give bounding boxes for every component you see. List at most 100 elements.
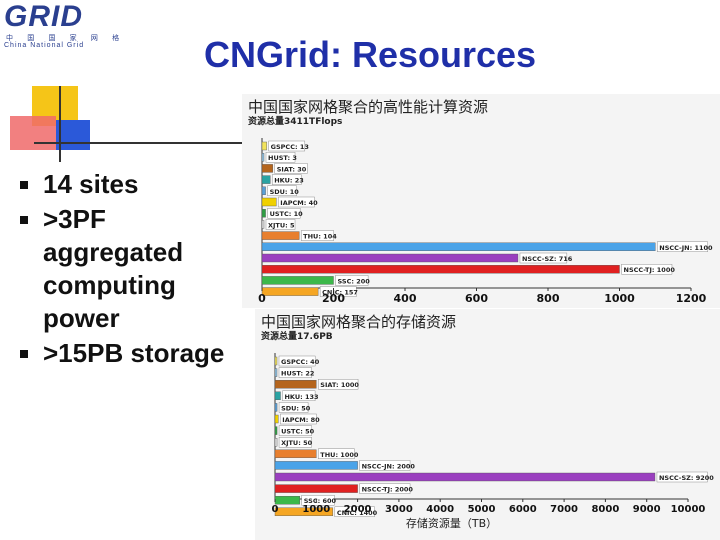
data-label: CNIC: 157 bbox=[322, 289, 358, 297]
data-label: NSCC-TJ: 1000 bbox=[624, 266, 676, 274]
bar-thu bbox=[261, 231, 300, 240]
x-tick-label: 200 bbox=[322, 292, 345, 305]
bar-sdu bbox=[274, 403, 278, 412]
data-label-box bbox=[657, 241, 708, 253]
x-tick-label: 0 bbox=[272, 504, 279, 515]
data-label-box bbox=[278, 196, 315, 208]
data-label: GSPCC: 13 bbox=[271, 143, 309, 151]
bullet-item: >3PF aggregated computing power bbox=[10, 203, 240, 335]
data-label: USTC: 10 bbox=[270, 210, 304, 218]
bullet-item: 14 sites bbox=[10, 168, 240, 201]
data-label-box bbox=[278, 436, 312, 448]
bar-siat bbox=[261, 164, 273, 173]
bar-nscc-tj bbox=[261, 264, 620, 274]
data-label: THU: 104 bbox=[303, 233, 337, 241]
bar-nscc-sz bbox=[274, 472, 656, 482]
bar-ssc bbox=[274, 495, 300, 505]
bar-cnic bbox=[261, 287, 319, 296]
data-label: CNIC: 1400 bbox=[337, 509, 378, 517]
data-label-box bbox=[280, 413, 317, 425]
x-tick-label: 800 bbox=[537, 292, 560, 305]
data-label-box bbox=[335, 275, 369, 286]
data-label: USTC: 50 bbox=[281, 428, 315, 436]
compute-bar-chart: GSPCC: 13 HUST: 3 SIAT: 30 HKU: 23 SDU: 10 IA… bbox=[258, 138, 713, 305]
x-tick-label: 5000 bbox=[468, 504, 496, 515]
deco-horizontal-line bbox=[34, 142, 244, 144]
cngrid-logo: GRID 中 国 国 家 网 格 China National Grid bbox=[0, 0, 128, 52]
bar-hku bbox=[274, 391, 281, 401]
data-label-box bbox=[656, 471, 708, 483]
data-label-box bbox=[300, 230, 334, 241]
x-tick-label: 1200 bbox=[676, 292, 707, 305]
data-label-box bbox=[282, 390, 316, 402]
x-tick-label: 1000 bbox=[604, 292, 635, 305]
compute-chart-title: 中国国家网格聚合的高性能计算资源 bbox=[248, 98, 489, 116]
data-label-box bbox=[334, 506, 375, 518]
data-label-box bbox=[267, 207, 301, 219]
data-label: XJTU: 50 bbox=[281, 439, 313, 447]
bullet-text: 14 sites bbox=[43, 169, 139, 199]
storage-chart-subtitle: 资源总量17.6PB bbox=[261, 332, 333, 342]
bar-hust bbox=[261, 153, 265, 162]
storage-chart-title: 中国国家网格聚合的存储资源 bbox=[261, 313, 457, 331]
data-label-box bbox=[278, 355, 316, 367]
data-label-box bbox=[318, 448, 355, 460]
data-label-box bbox=[319, 286, 357, 297]
bar-nscc-jn bbox=[274, 461, 358, 470]
bar-xjtu bbox=[274, 437, 278, 447]
data-label-box bbox=[268, 140, 306, 152]
deco-vertical-line bbox=[59, 86, 61, 162]
data-label-box bbox=[359, 483, 411, 494]
bar-siat bbox=[274, 379, 317, 389]
bullet-marker bbox=[20, 216, 28, 224]
logo-chinese-text: 中 国 国 家 网 格 bbox=[6, 34, 126, 42]
data-label: HKU: 23 bbox=[274, 177, 304, 185]
deco-red-square bbox=[10, 116, 56, 150]
data-label: HUST: 3 bbox=[268, 154, 297, 162]
data-label-box bbox=[318, 378, 359, 390]
data-label: SIAT: 1000 bbox=[320, 381, 359, 389]
data-label-box bbox=[621, 263, 673, 275]
data-label: SDU: 10 bbox=[270, 188, 300, 196]
data-label-box bbox=[272, 174, 302, 185]
data-label: NSCC-JN: 1100 bbox=[659, 244, 713, 252]
x-tick-label: 4000 bbox=[426, 504, 454, 515]
bar-nscc-jn bbox=[261, 242, 656, 252]
bullet-list: 14 sites >3PF aggregated computing power… bbox=[10, 168, 240, 372]
slide-title: CNGrid: Resources bbox=[203, 34, 537, 75]
x-tick-label: 1000 bbox=[302, 504, 330, 515]
bar-xjtu bbox=[261, 220, 265, 229]
logo-english-text: China National Grid bbox=[4, 42, 85, 49]
data-label-box bbox=[278, 367, 312, 378]
bar-iapcm bbox=[261, 197, 277, 207]
data-label-box bbox=[359, 460, 411, 471]
data-label-box bbox=[274, 163, 308, 174]
bar-gspcc bbox=[261, 141, 267, 151]
data-label: NSCC-TJ: 2000 bbox=[362, 486, 414, 494]
deco-blue-square bbox=[56, 120, 90, 150]
compute-chart-panel: 中国国家网格聚合的高性能计算资源 资源总量3411TFlops GSPCC: 1… bbox=[242, 94, 720, 308]
bar-hust bbox=[274, 368, 278, 377]
bar-cnic bbox=[274, 507, 334, 517]
data-label-box bbox=[267, 185, 297, 197]
data-label: NSCC-JN: 2000 bbox=[362, 462, 416, 470]
data-label-box bbox=[519, 252, 568, 264]
data-label: HUST: 22 bbox=[281, 370, 314, 378]
data-label: SIAT: 30 bbox=[277, 165, 307, 173]
logo-text: GRID bbox=[4, 0, 83, 33]
bar-thu bbox=[274, 449, 317, 459]
data-label: IAPCM: 80 bbox=[282, 416, 320, 424]
x-tick-label: 2000 bbox=[344, 504, 372, 515]
data-label: SSC: 200 bbox=[338, 277, 371, 285]
data-label: XJTU: 5 bbox=[268, 221, 295, 229]
bar-sdu bbox=[261, 186, 266, 196]
bullet-text: >15PB storage bbox=[43, 338, 225, 368]
x-tick-label: 400 bbox=[394, 292, 417, 305]
data-label: IAPCM: 40 bbox=[280, 199, 318, 207]
data-label: SDU: 50 bbox=[281, 404, 311, 412]
x-tick-label: 8000 bbox=[591, 504, 619, 515]
data-label-box bbox=[278, 425, 312, 436]
bar-gspcc bbox=[274, 356, 278, 366]
data-label-box bbox=[265, 219, 296, 230]
